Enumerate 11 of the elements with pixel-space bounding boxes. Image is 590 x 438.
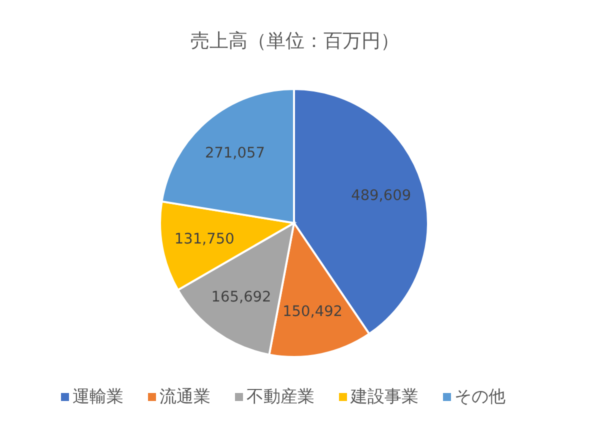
- chart-title: 売上高（単位：百万円）: [190, 29, 400, 54]
- legend-label: その他: [454, 387, 506, 407]
- legend-label: 流通業: [160, 387, 210, 407]
- legend-label: 不動産業: [246, 387, 314, 407]
- data-label: 271,057: [204, 146, 265, 162]
- legend-label: 建設事業: [350, 387, 418, 407]
- data-label: 165,692: [211, 289, 272, 306]
- legend-label: 運輸業: [72, 387, 124, 407]
- data-label: 489,609: [351, 188, 412, 204]
- data-label: 150,492: [282, 304, 343, 320]
- data-label: 131,750: [174, 231, 234, 248]
